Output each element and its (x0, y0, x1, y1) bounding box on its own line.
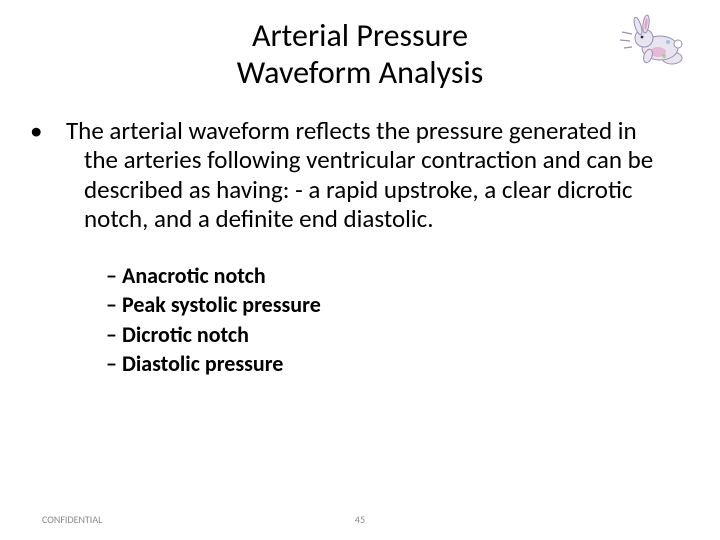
title-line-1: Arterial Pressure (252, 16, 468, 55)
sub-bullet-list: –Anacrotic notch –Peak systolic pressure… (106, 262, 690, 378)
bunny-clipart-icon (618, 14, 694, 76)
dash-icon: – (106, 262, 122, 290)
sub-item-text: Diastolic pressure (122, 350, 283, 377)
list-item: –Anacrotic notch (106, 262, 690, 290)
list-item: –Dicrotic notch (106, 321, 690, 349)
footer-confidential: CONFIDENTIAL (42, 513, 102, 526)
slide-container: Arterial Pressure Waveform Analysis •The… (0, 0, 720, 540)
list-item: –Diastolic pressure (106, 350, 690, 378)
sub-item-text: Peak systolic pressure (122, 291, 321, 318)
dash-icon: – (106, 291, 122, 319)
sub-item-text: Anacrotic notch (122, 262, 266, 289)
bullet-marker-icon: • (48, 116, 66, 146)
main-bullet-text: The arterial waveform reflects the press… (66, 115, 653, 235)
main-bullet: •The arterial waveform reflects the pres… (66, 116, 670, 234)
slide-title: Arterial Pressure Waveform Analysis (30, 18, 690, 92)
footer-page-number: 45 (355, 513, 365, 526)
sub-item-text: Dicrotic notch (122, 321, 249, 348)
list-item: –Peak systolic pressure (106, 291, 690, 319)
dash-icon: – (106, 321, 122, 349)
dash-icon: – (106, 350, 122, 378)
title-line-2: Waveform Analysis (237, 53, 483, 92)
